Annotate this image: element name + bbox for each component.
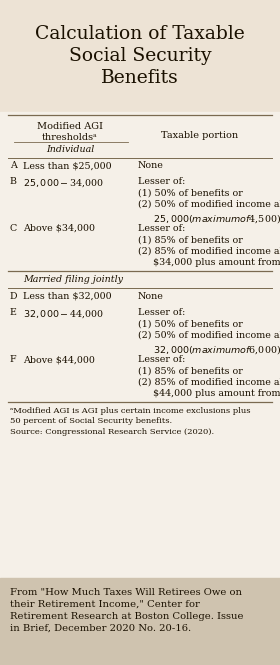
Text: From "How Much Taxes Will Retirees Owe on
their Retirement Income," Center for
R: From "How Much Taxes Will Retirees Owe o… <box>10 588 244 632</box>
Text: Lesser of:
(1) 85% of benefits or
(2) 85% of modified income above
     $44,000 : Lesser of: (1) 85% of benefits or (2) 85… <box>138 355 280 398</box>
Text: D: D <box>10 292 17 301</box>
Text: $25,000-$34,000: $25,000-$34,000 <box>23 177 104 189</box>
Text: Individual: Individual <box>46 145 94 154</box>
Text: Modified AGI
thresholdsᵃ: Modified AGI thresholdsᵃ <box>37 122 103 142</box>
Bar <box>0 112 280 578</box>
Text: Above $34,000: Above $34,000 <box>23 224 95 233</box>
Text: Lesser of:
(1) 50% of benefits or
(2) 50% of modified income above
     $32,000 : Lesser of: (1) 50% of benefits or (2) 50… <box>138 308 280 356</box>
Text: Above $44,000: Above $44,000 <box>23 355 95 364</box>
Bar <box>0 578 280 665</box>
Text: B: B <box>10 177 17 186</box>
Text: Less than $25,000: Less than $25,000 <box>23 161 112 170</box>
Text: E: E <box>10 308 17 317</box>
Text: C: C <box>10 224 17 233</box>
Text: A: A <box>10 161 17 170</box>
Text: Married filing jointly: Married filing jointly <box>23 275 123 284</box>
Text: F: F <box>10 355 17 364</box>
Text: None: None <box>138 161 164 170</box>
Text: Lesser of:
(1) 85% of benefits or
(2) 85% of modified income above
     $34,000 : Lesser of: (1) 85% of benefits or (2) 85… <box>138 224 280 267</box>
Text: None: None <box>138 292 164 301</box>
Text: Less than $32,000: Less than $32,000 <box>23 292 112 301</box>
Text: $32,000-$44,000: $32,000-$44,000 <box>23 308 104 320</box>
Text: Taxable portion: Taxable portion <box>162 131 239 140</box>
Text: ᵃModified AGI is AGI plus certain income exclusions plus
50 percent of Social Se: ᵃModified AGI is AGI plus certain income… <box>10 407 251 436</box>
Text: Calculation of Taxable
Social Security
Benefits: Calculation of Taxable Social Security B… <box>35 25 245 87</box>
Text: Lesser of:
(1) 50% of benefits or
(2) 50% of modified income above
     $25,000 : Lesser of: (1) 50% of benefits or (2) 50… <box>138 177 280 225</box>
Bar <box>0 0 280 112</box>
